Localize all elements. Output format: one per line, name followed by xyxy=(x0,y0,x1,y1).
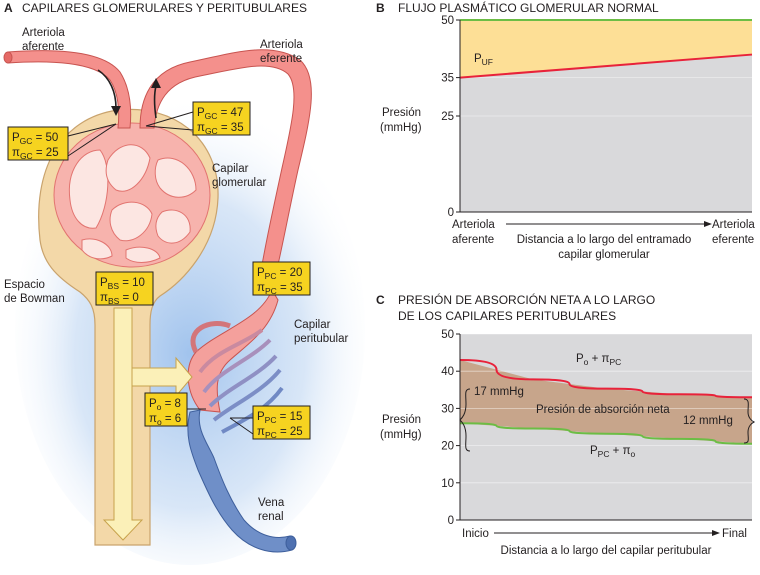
label-glomerular-capillary-1: Capilar xyxy=(212,163,249,175)
renal-vein-opening xyxy=(285,535,297,551)
afferent-arteriole-opening xyxy=(3,51,13,64)
label-renal-vein-2: renal xyxy=(258,511,284,523)
panel-c-xlabel: Distancia a lo largo del capilar peritub… xyxy=(501,545,712,557)
label-afferent-1: Arteriola xyxy=(22,27,65,39)
panel-b-x-left-1: Arteriola xyxy=(452,219,495,231)
label-peritubular-capillary-1: Capilar xyxy=(294,319,331,331)
filtrate-flow-arrow xyxy=(102,307,144,541)
svg-text:Po = 8: Po = 8 xyxy=(149,398,181,412)
afferent-arteriole xyxy=(7,50,132,129)
afferent-flow-arrow xyxy=(97,69,117,109)
svg-text:PBS = 10: PBS = 10 xyxy=(100,277,145,291)
panel-c-tick-label: 30 xyxy=(441,403,454,415)
panel-c-ylabel-1: Presión xyxy=(382,414,421,426)
panel-b-xlabel-2: capilar glomerular xyxy=(558,249,650,261)
panel-a-letter: A xyxy=(4,1,13,15)
svg-text:PPC = 20: PPC = 20 xyxy=(257,267,302,281)
panel-b-letter: B xyxy=(376,1,385,15)
panel-b-title: FLUJO PLASMÁTICO GLOMERULAR NORMAL xyxy=(398,0,659,15)
panel-c-ylabel-2: (mmHg) xyxy=(380,429,422,441)
right-gap-bracket xyxy=(743,398,756,444)
label-renal-vein-1: Vena xyxy=(258,497,285,509)
panel-c-x-start: Inicio xyxy=(462,528,489,540)
absorption-area xyxy=(460,360,752,444)
lower-series-label: PPC + πo xyxy=(590,445,636,459)
panel-b: B FLUJO PLASMÁTICO GLOMERULAR NORMAL 0 25… xyxy=(376,0,755,261)
panel-b-x-left-2: aferente xyxy=(452,234,494,246)
panel-a-labels: Arteriola aferente Arteriola eferente Ca… xyxy=(4,27,349,523)
afferent-flow-arrowhead xyxy=(111,106,121,116)
panel-b-tick-label: 0 xyxy=(448,207,454,219)
panel-c-letter: C xyxy=(376,293,385,307)
panel-b-marks xyxy=(459,19,753,117)
box-pc-start: PPC = 20 πPC = 35 xyxy=(252,261,311,296)
svg-text:πPC = 25: πPC = 25 xyxy=(257,426,303,440)
panel-c-red-line xyxy=(459,359,753,399)
svg-text:PPC = 15: PPC = 15 xyxy=(257,411,302,425)
panel-b-tick-label: 35 xyxy=(441,73,454,85)
panel-b-tick-label: 50 xyxy=(441,15,454,27)
panel-b-xlabel-1: Distancia a lo largo del entramado xyxy=(517,234,692,246)
panel-c-tick-label: 50 xyxy=(441,329,454,341)
left-gap-label: 17 mmHg xyxy=(474,386,524,398)
svg-text:PGC = 47: PGC = 47 xyxy=(197,107,243,121)
panel-c-title-1: PRESIÓN DE ABSORCIÓN NETA A LO LARGO xyxy=(398,292,655,307)
label-efferent-2: eferente xyxy=(260,53,302,65)
panel-c-x-end: Final xyxy=(722,528,747,540)
box-interstitial: Po = 8 πo = 6 xyxy=(144,392,188,427)
box-bowman-space: PBS = 10 πBS = 0 xyxy=(95,271,154,306)
panel-c-marks xyxy=(459,333,753,484)
svg-text:πPC = 35: πPC = 35 xyxy=(257,282,303,296)
panel-b-x-right-1: Arteriola xyxy=(712,219,755,231)
box-gc-efferent: PGC = 47 πGC = 35 xyxy=(192,101,251,136)
box-pc-end: PPC = 15 πPC = 25 xyxy=(252,405,311,440)
panel-a: A CAPILARES GLOMERULARES Y PERITUBULARES xyxy=(3,1,365,565)
label-peritubular-capillary-2: peritubular xyxy=(294,333,349,345)
upper-series-label: Po + πPC xyxy=(576,353,621,367)
right-gap-label: 12 mmHg xyxy=(683,415,733,427)
puf-area xyxy=(460,20,752,78)
panel-b-x-arrowhead xyxy=(704,221,712,227)
panel-c-y-ticks: 0 10 20 30 40 50 xyxy=(441,329,460,527)
glomerular-capillary-loops xyxy=(68,144,197,263)
label-afferent-2: aferente xyxy=(22,41,64,53)
panel-c: C PRESIÓN DE ABSORCIÓN NETA A LO LARGO D… xyxy=(376,292,756,557)
label-bowman-1: Espacio xyxy=(4,279,45,291)
svg-text:πo = 6: πo = 6 xyxy=(149,413,181,427)
box-gc-afferent: PGC = 50 πGC = 25 xyxy=(7,126,69,161)
absorption-area-label: Presión de absorción neta xyxy=(536,404,670,416)
svg-text:PGC = 50: PGC = 50 xyxy=(12,132,58,146)
label-bowman-2: de Bowman xyxy=(4,293,65,305)
panel-c-title-2: DE LOS CAPILARES PERITUBULARES xyxy=(398,309,616,323)
panel-a-title: CAPILARES GLOMERULARES Y PERITUBULARES xyxy=(22,1,307,15)
panel-b-y-ticks: 0 25 35 50 xyxy=(441,15,460,219)
efferent-flow-arrow xyxy=(153,85,157,119)
panel-c-x-arrowhead xyxy=(712,530,720,536)
svg-text:πGC = 35: πGC = 35 xyxy=(197,122,244,136)
panel-b-ylabel-1: Presión xyxy=(382,107,421,119)
panel-c-tick-label: 10 xyxy=(441,478,454,490)
panel-b-tick-label: 25 xyxy=(441,111,454,123)
panel-c-tick-label: 0 xyxy=(448,515,454,527)
panel-b-red-line xyxy=(459,53,753,79)
label-efferent-1: Arteriola xyxy=(260,39,303,51)
svg-text:πGC = 25: πGC = 25 xyxy=(12,147,59,161)
panel-c-green-line xyxy=(459,422,753,445)
panel-c-tick-label: 40 xyxy=(441,366,454,378)
efferent-flow-arrowhead xyxy=(151,78,161,88)
label-glomerular-capillary-2: glomerular xyxy=(212,177,266,189)
reabsorption-flow-arrow xyxy=(131,356,193,398)
panel-b-x-right-2: eferente xyxy=(712,234,754,246)
panel-c-tick-label: 20 xyxy=(441,441,454,453)
panel-b-ylabel-2: (mmHg) xyxy=(380,122,422,134)
svg-text:πBS = 0: πBS = 0 xyxy=(100,292,139,306)
left-gap-bracket xyxy=(459,388,471,452)
panel-b-area-label: PUF xyxy=(474,53,493,67)
